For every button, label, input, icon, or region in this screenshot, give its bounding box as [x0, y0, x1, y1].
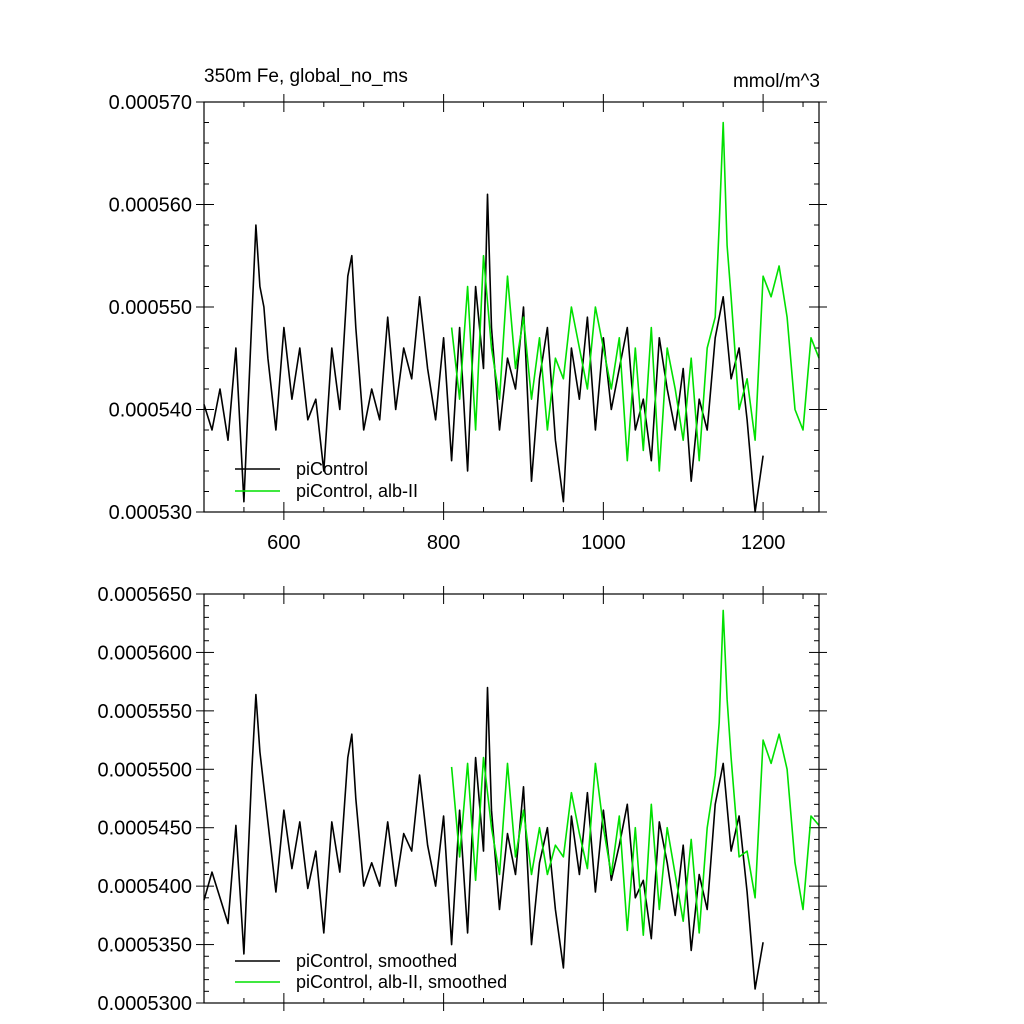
- legend-label: piControl, smoothed: [296, 951, 457, 971]
- y-tick-label: 0.0005300: [97, 993, 192, 1015]
- series-line: [450, 609, 820, 937]
- y-tick-label: 0.0005550: [97, 701, 192, 723]
- units-label: mmol/m^3: [733, 71, 820, 92]
- y-tick-label: 0.0005400: [97, 876, 192, 898]
- y-tick-label: 0.0005650: [97, 584, 192, 606]
- series-line: [450, 121, 820, 472]
- series-line: [203, 193, 764, 513]
- series-group: [203, 609, 820, 990]
- y-tick-label: 0.0005500: [97, 759, 192, 781]
- y-tick-label: 0.000540: [109, 400, 192, 422]
- x-tick-label: 1000: [581, 532, 626, 554]
- axis-ticks: [196, 586, 827, 1011]
- y-tick-labels: 0.000530 0.000540 0.000550 0.000560 0.000570: [109, 92, 192, 524]
- legend-label: piControl, alb-II, smoothed: [296, 972, 507, 992]
- axis-ticks: [196, 94, 827, 520]
- legend-label: piControl, alb-II: [296, 481, 418, 501]
- y-tick-labels: 0.0005300 0.0005350 0.0005400 0.0005450 0.00…: [97, 584, 192, 1015]
- y-tick-label: 0.0005600: [97, 642, 192, 664]
- legend-label: piControl: [296, 459, 368, 479]
- legend: piControl piControl, alb-II: [235, 459, 418, 501]
- y-tick-label: 0.0005350: [97, 935, 192, 957]
- plot-frame: [203, 101, 820, 513]
- y-tick-label: 0.000530: [109, 502, 192, 524]
- x-tick-label: 1200: [741, 532, 786, 554]
- y-tick-label: 0.000560: [109, 195, 192, 217]
- x-tick-label: 800: [427, 532, 460, 554]
- panel-title: 350m Fe, global_no_ms: [204, 66, 408, 87]
- x-tick-label: 600: [267, 532, 300, 554]
- plot-frame: [203, 593, 820, 1004]
- series-line: [203, 686, 764, 990]
- y-tick-label: 0.000570: [109, 92, 192, 114]
- legend: piControl, smoothed piControl, alb-II, s…: [235, 951, 507, 992]
- top-panel: 350m Fe, global_no_ms mmol/m^3 0.0005300…: [109, 66, 827, 554]
- y-tick-label: 0.0005450: [97, 818, 192, 840]
- x-tick-labels: 600 800 1000 1200: [267, 532, 785, 554]
- y-tick-label: 0.000550: [109, 297, 192, 319]
- bottom-panel: 0.0005300 0.0005350 0.0005400 0.0005450 0.00…: [97, 584, 827, 1015]
- series-group: [203, 121, 820, 513]
